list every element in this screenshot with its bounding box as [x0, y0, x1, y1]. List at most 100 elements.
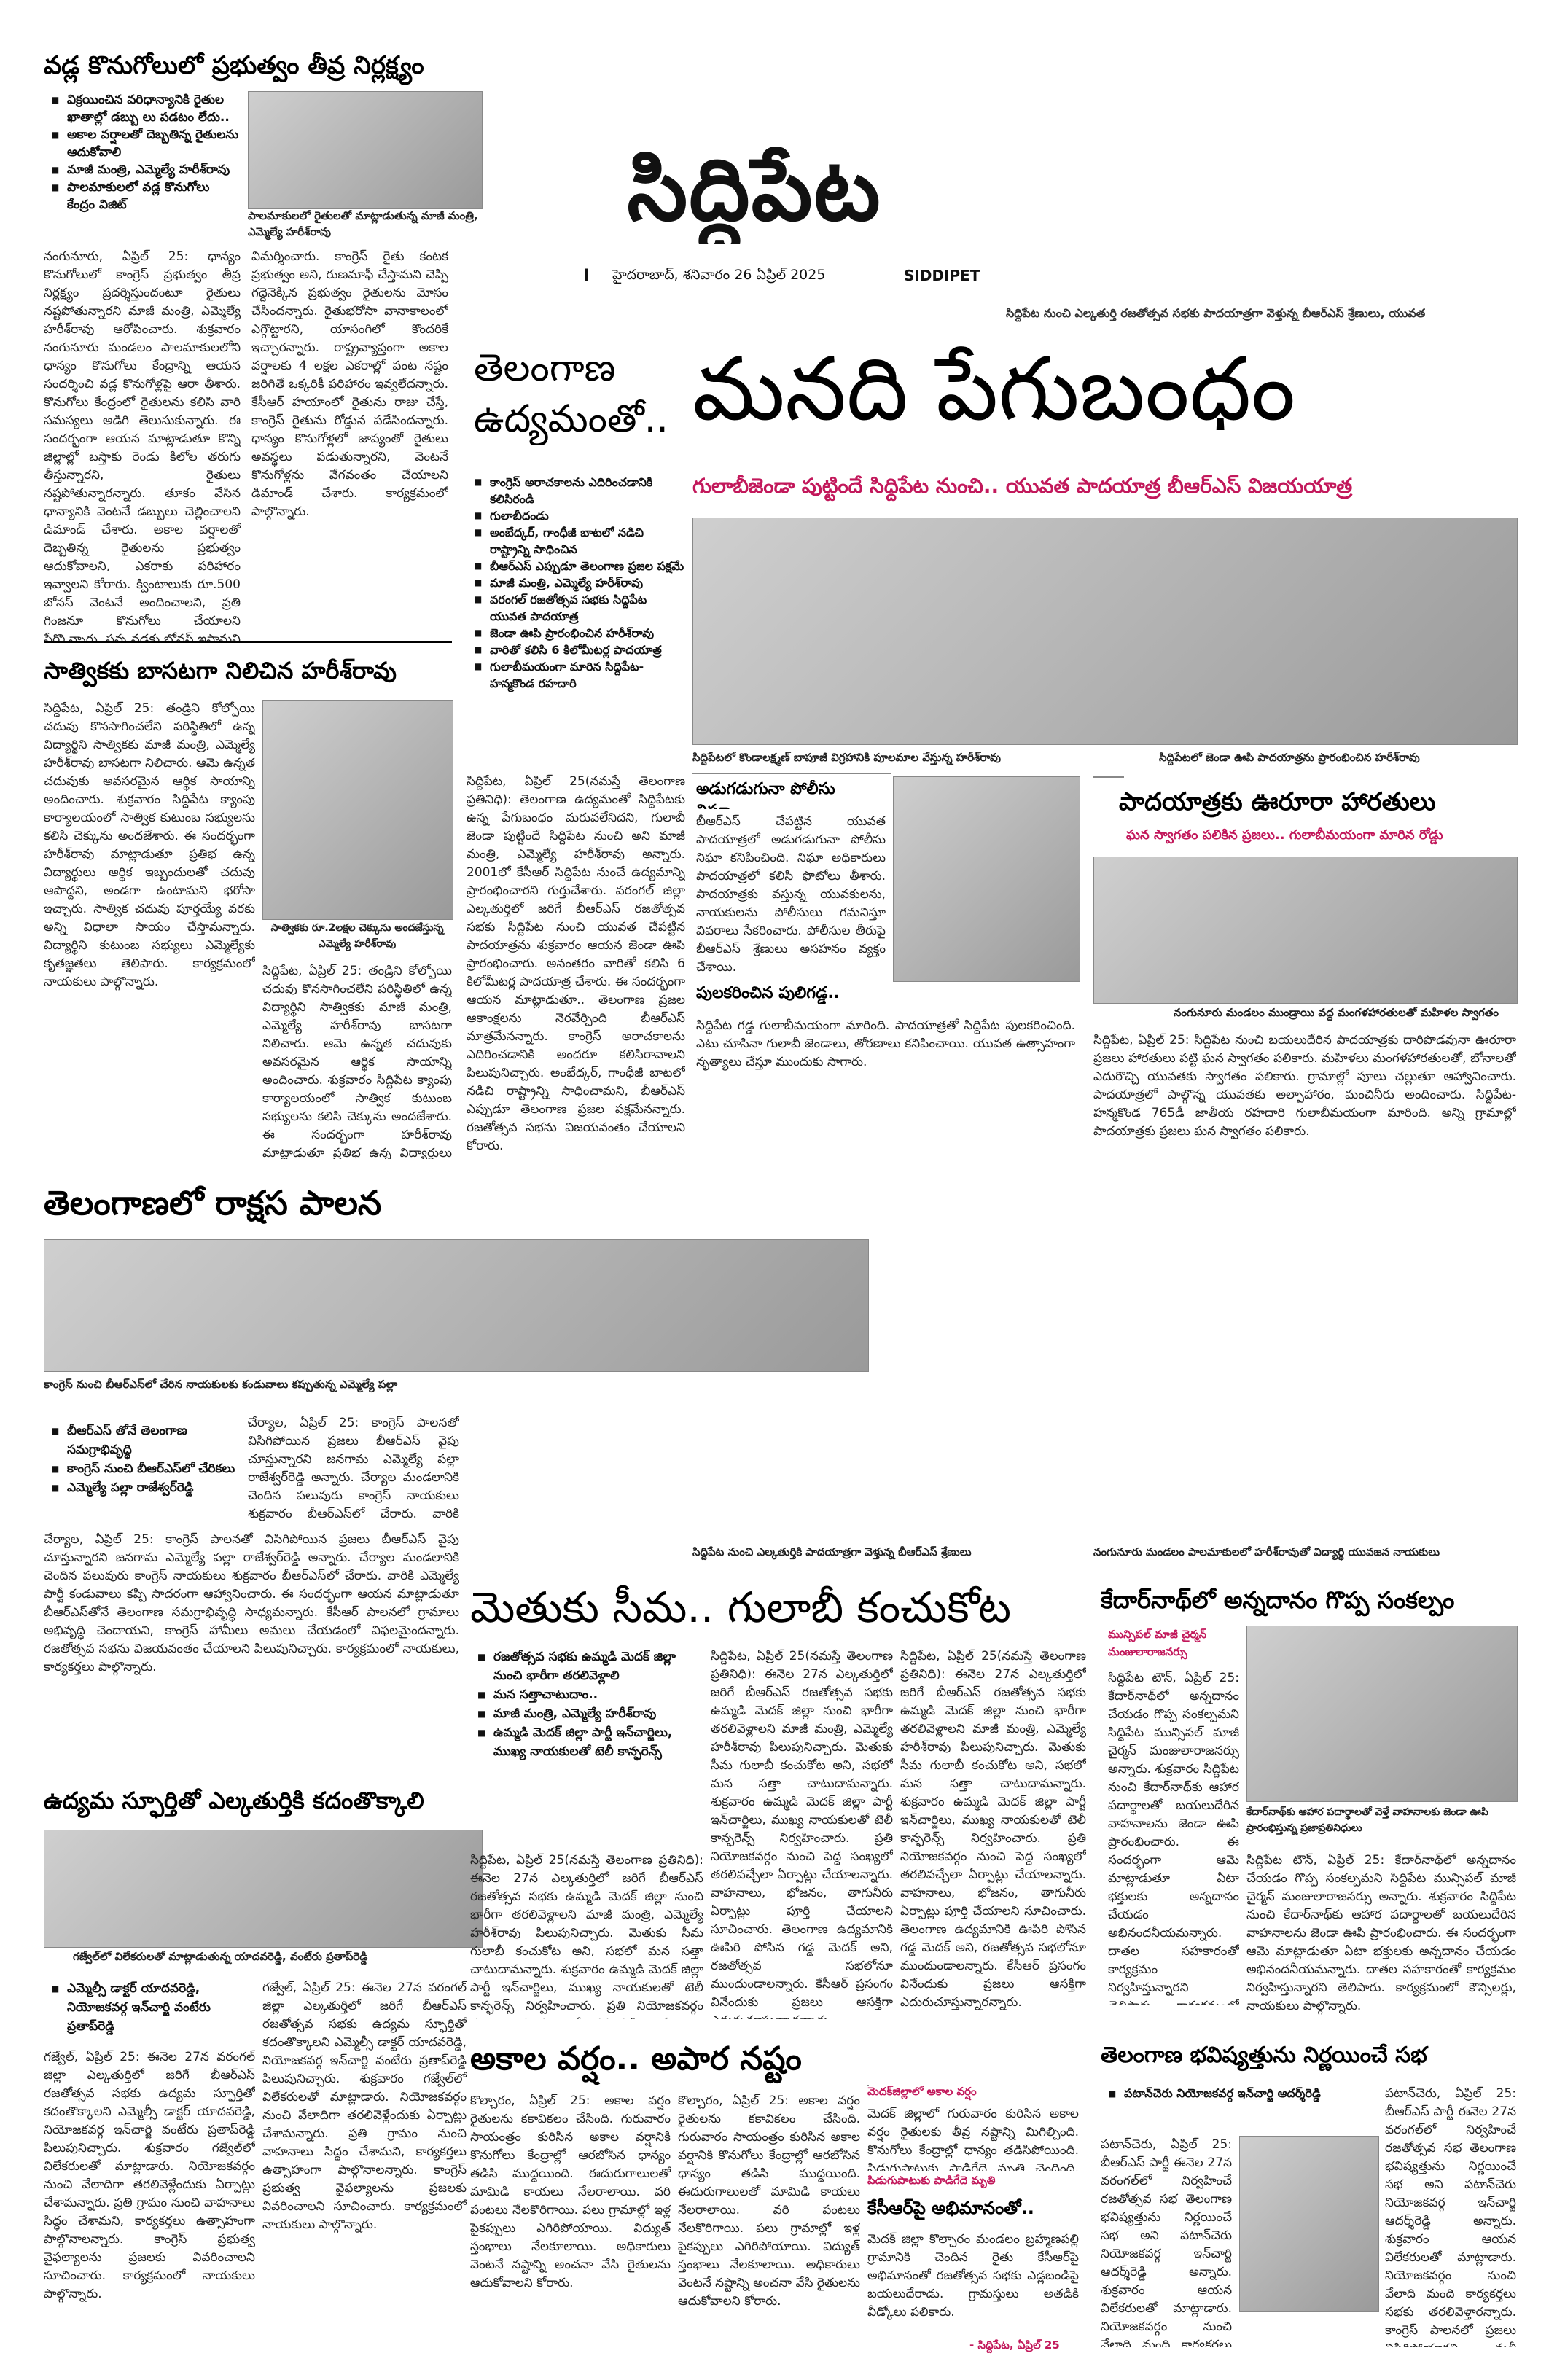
join-caption: కాంగ్రెస్ నుంచి బీఆర్‌ఎస్‌లో చేరిన నాయకు… — [44, 1378, 398, 1391]
bullet-item: ఎమ్మెల్యే పల్లా రాజేశ్వర్‌రెడ్డి — [51, 1478, 241, 1497]
banner-bullets: కాంగ్రెస్ అరాచకాలను ఎదిరించడానికి కలిసిర… — [474, 474, 685, 780]
mid-col1-head: అడుగడుగునా పోలీసు నిఘా.. — [696, 780, 835, 809]
left-story2-headline: సాత్వికకు బాసటగా నిలిచిన హరీశ్‌రావు — [44, 657, 397, 684]
mid-col2-cap1: సిద్దిపేటలో జెండా ఊపి పాదయాత్రను ప్రారంభ… — [1159, 751, 1420, 764]
bullet-item: అంబేద్కర్, గాంధీజీ బాటలో నడిచి రాష్ట్రాన… — [474, 524, 685, 558]
banner-left-line1: తెలంగాణ — [474, 346, 616, 390]
mid-col2-cap2: నంగునూరు మండలం ముండ్రాయి వద్ద మంగళహారతుల… — [1174, 1006, 1499, 1019]
yuvajana-headline: ఉద్యమ స్ఫూర్తితో ఎల్కతుర్తికి కదంతొక్కాల… — [44, 1787, 424, 1814]
methuku-body: సిద్దిపేట, ఏప్రిల్ 25(నమస్తే తెలంగాణ ప్ర… — [470, 1853, 703, 2019]
join-bullets: బీఆర్‌ఎస్ తోనే తెలంగాణ సమగ్రాభివృద్ధి కా… — [51, 1421, 241, 1523]
akala-head2: మెదక్‌జిల్లాలో అకాల వర్షం — [867, 2085, 977, 2098]
akala-headline: అకాల వర్షం.. అపార నష్టం — [470, 2040, 802, 2077]
bullet-item: మాజీ మంత్రి, ఎమ్మెల్యే హరీశ్‌రావు — [51, 161, 241, 179]
bullet-item: మాజీ మంత్రి, ఎమ్మెల్యే హరీశ్‌రావు — [474, 574, 685, 591]
methuku-body-col2: సిద్దిపేట, ఏప్రిల్ 25(నమస్తే తెలంగాణ ప్ర… — [711, 1649, 893, 2019]
join-photo — [248, 1421, 249, 1423]
mid-col2-photo2 — [1093, 857, 1518, 1004]
left-story1-body: నంగునూరు, ఏప్రిల్ 25: ధాన్యం కొనుగోలులో … — [44, 249, 241, 641]
methuku-kicker2: నంగునూరు మండలం పాలమాకులలో హరీశ్‌రావుతో వ… — [1093, 1545, 1440, 1558]
banner-photo — [692, 518, 1518, 745]
bhavishyath-photo — [1239, 2136, 1379, 2312]
mid-col2-sub: ఘన స్వాగతం పలికిన ప్రజలు.. గులాబీమయంగా మ… — [1126, 827, 1443, 843]
annadanam-photo — [1246, 1626, 1518, 1802]
methuku-headline: మెతుకు సీమ.. గులాబీ కంచుకోట — [470, 1583, 1012, 1632]
banner-headline: మనది పేగుబంధం — [692, 339, 1296, 440]
bhavishyath-body-right: పటాన్‌చెరు, ఏప్రిల్ 25: బీఆర్‌ఎస్ పార్టీ… — [1385, 2086, 1516, 2347]
divider — [44, 641, 452, 643]
banner-subheadline: గులాబీజెండా పుట్టిందే సిద్దిపేట నుంచి.. … — [692, 474, 1353, 498]
bullet-item: మాజీ మంత్రి, ఎమ్మెల్యే హరీశ్‌రావు — [477, 1704, 703, 1723]
bullet-item: బీఆర్‌ఎస్ తోనే తెలంగాణ సమగ్రాభివృద్ధి — [51, 1421, 241, 1459]
bullet-item: బీఆర్‌ఎస్ ఎప్పుడూ తెలంగాణ ప్రజల పక్షమే — [474, 558, 685, 574]
annadanam-body-right: సిద్దిపేట టౌన్, ఏప్రిల్ 25: కేదార్‌నాథ్‌… — [1246, 1853, 1516, 2013]
bullet-item: జెండా ఊపి ప్రారంభించిన హరీశ్‌రావు — [474, 625, 685, 641]
bullet-item: వరంగల్ రజతోత్సవ సభకు సిద్దిపేట యువత పాదయ… — [474, 591, 685, 625]
left-story3-photo — [44, 1239, 869, 1372]
bullet-item: ఉమ్మడి మెదక్ జిల్లా పార్టీ ఇన్‌చార్జిలు,… — [477, 1723, 703, 1761]
left-story1-headline: వడ్ల కొనుగోలులో ప్రభుత్వం తీవ్ర నిర్లక్ష… — [44, 51, 424, 80]
left-story1-bullets: విక్రయించిన వరిధాన్యానికి రైతుల ఖాతాల్లో… — [51, 91, 241, 237]
akala-credit: - సిద్దిపేట, ఏప్రిల్ 25 — [969, 2338, 1060, 2352]
bullet-item: గులాబీదండు — [474, 507, 685, 524]
masthead-title: సిద్దిపేట — [627, 138, 882, 240]
left-story2-photo — [262, 700, 453, 920]
yuvajana-body: గజ్వేల్, ఏప్రిల్ 25: ఈనెల 27న వరంగల్ జిల… — [44, 2050, 255, 2301]
mid-col2-photo1 — [1093, 776, 1124, 778]
mid-col1-body2: సిద్దిపేట గడ్డ గులాబీమయంగా మారింది. పాదయ… — [696, 1018, 1075, 1069]
left-story3-headline: తెలంగాణలో రాక్షస పాలన — [44, 1183, 382, 1222]
akala-body: కొల్చారం, ఏప్రిల్ 25: అకాల వర్షం రైతులను… — [470, 2094, 671, 2290]
banner-kicker: సిద్దిపేట నుంచి ఎల్కతుర్తి రజతోత్సవ సభకు… — [1006, 306, 1426, 320]
page-number: I — [583, 265, 590, 286]
banner-left-line2: ఉద్యమంతో.. — [474, 397, 668, 441]
center-top-body: విమర్శించారు. కాంగ్రెస్ రైతు కంటక ప్రభుత… — [251, 249, 448, 519]
bullet-item: రజతోత్సవ సభకు ఉమ్మడి మెదక్ జిల్లా నుంచి … — [477, 1647, 703, 1685]
annadanam-body: సిద్దిపేట టౌన్, ఏప్రిల్ 25: కేదార్‌నాథ్‌… — [1108, 1671, 1239, 2005]
mid-col1-caption: సిద్దిపేటలో కొండాలక్ష్మణ్ బాపూజీ విగ్రహా… — [692, 751, 1001, 764]
methuku-body-col3: సిద్దిపేట, ఏప్రిల్ 25(నమస్తే తెలంగాణ ప్ర… — [900, 1649, 1086, 2010]
left-story1-photo-caption: పాలమాకులలో రైతులతో మాట్లాడుతున్న మాజీ మం… — [248, 209, 478, 238]
mid-col1-head2: పులకరించిన పులిగడ్డ.. — [696, 984, 840, 1002]
akala-body2: మెదక్ జిల్లాలో గురువారం కురిసిన అకాల వర్… — [867, 2107, 1079, 2171]
yuvajana-body-right: గజ్వేల్, ఏప్రిల్ 25: ఈనెల 27న వరంగల్ జిల… — [262, 1981, 467, 2232]
bullet-item: పటాన్‌చెరు నియోజకవర్గ ఇన్‌చార్జి ఆదర్శ్‌… — [1108, 2085, 1385, 2102]
bhavishyath-headline: తెలంగాణ భవిష్యత్తును నిర్ణయించే సభ — [1101, 2042, 1427, 2068]
join-body-right: చేర్యాల, ఏప్రిల్ 25: కాంగ్రెస్ పాలనతో వి… — [248, 1416, 459, 1521]
left-story1-photo — [248, 91, 483, 209]
bullet-item: పాలమాకులలో వడ్ల కొనుగోలు కేంద్రం విజిట్ — [51, 179, 241, 214]
mid-col2-head: పాదయాత్రకు ఊరూరా హారతులు — [1119, 787, 1436, 816]
join-body: చేర్యాల, ఏప్రిల్ 25: కాంగ్రెస్ పాలనతో వి… — [44, 1532, 459, 1674]
mid-col1-photo-small — [692, 773, 891, 774]
bullet-item: కాంగ్రెస్ అరాచకాలను ఎదిరించడానికి కలిసిర… — [474, 474, 685, 507]
bullet-item: వారితో కలిసి 6 కిలోమీటర్ల పాదయాత్ర — [474, 641, 685, 658]
annadanam-caption: కేదార్‌నాథ్‌కు ఆహార పదార్థాలతో వెళ్తే వా… — [1246, 1806, 1488, 1834]
masthead-date: హైదరాబాద్, శనివారం 26 ఏప్రిల్ 2025 — [612, 267, 826, 283]
bullet-item: అకాల వర్షాలతో దెబ్బతిన్న రైతులను ఆదుకోవా… — [51, 126, 241, 161]
bullet-item: ఎమ్మెల్సీ డాక్టర్ యాదవరెడ్డి, నియోజకవర్గ… — [51, 1979, 241, 2036]
bullet-item: కాంగ్రెస్ నుంచి బీఆర్‌ఎస్‌లో చేరికలు — [51, 1459, 241, 1478]
akala-body-col2: కొల్చారం, ఏప్రిల్ 25: అకాల వర్షం రైతులను… — [678, 2094, 860, 2309]
mid-col1-photo — [893, 776, 1080, 982]
yuvajana-photo — [44, 1830, 483, 1948]
bullet-item: విక్రయించిన వరిధాన్యానికి రైతుల ఖాతాల్లో… — [51, 91, 241, 126]
bhavishyath-body: పటాన్‌చెరు, ఏప్రిల్ 25: బీఆర్‌ఎస్ పార్టీ… — [1101, 2137, 1232, 2347]
methuku-bullets: రజతోత్సవ సభకు ఉమ్మడి మెదక్ జిల్లా నుంచి … — [477, 1647, 703, 1844]
bullet-item: మన సత్తాచాటుదాం.. — [477, 1685, 703, 1704]
akala-body4: మెదక్ జిల్లా కొల్చారం మండలం బ్రహ్మణపల్లి… — [867, 2232, 1079, 2319]
annadanam-kicker: మున్సిపల్ మాజీ చైర్మన్ మంజులారాజనర్సు — [1108, 1628, 1207, 1658]
annadanam-headline: కేదార్‌నాథ్‌లో అన్నదానం గొప్ప సంకల్పం — [1101, 1586, 1455, 1614]
masthead-english: SIDDIPET — [904, 267, 980, 284]
banner-body: సిద్దిపేట, ఏప్రిల్ 25(నమస్తే తెలంగాణ ప్ర… — [467, 774, 685, 1153]
left-story2-body: సిద్దిపేట, ఏప్రిల్ 25: తండ్రిని కోల్పోయి… — [44, 701, 255, 989]
bullet-item: గులాబీమయంగా మారిన సిద్దిపేట-హన్మకొండ రహద… — [474, 658, 685, 692]
left-story2-body-cont: సిద్దిపేట, ఏప్రిల్ 25: తండ్రిని కోల్పోయి… — [262, 964, 452, 1159]
akala-head4: కేసీఆర్‌పై అభిమానంతో.. — [867, 2198, 1034, 2218]
yuvajana-bullets: ఎమ్మెల్సీ డాక్టర్ యాదవరెడ్డి, నియోజకవర్గ… — [51, 1979, 241, 2045]
akala-photo — [867, 2085, 869, 2086]
akala-head3: పిడుగుపాటుకు పాడిగేదె మృతి — [867, 2174, 996, 2187]
methuku-kicker1: సిద్దిపేట నుంచి ఎల్కతుర్తికి పాదయాత్రగా … — [692, 1545, 972, 1558]
mid-col1-body: బీఆర్‌ఎస్ చేపట్టిన యువత పాదయాత్రలో అడుగడ… — [696, 814, 886, 975]
left-story2-photo-caption: సాత్వికకు రూ.2లక్షల చెక్కును అందజేస్తున్… — [270, 922, 444, 950]
mid-col2-body: సిద్దిపేట, ఏప్రిల్ 25: సిద్దిపేట నుంచి బ… — [1093, 1033, 1516, 1139]
bhavishyath-bullets: పటాన్‌చెరు నియోజకవర్గ ఇన్‌చార్జి ఆదర్శ్‌… — [1108, 2085, 1385, 2129]
